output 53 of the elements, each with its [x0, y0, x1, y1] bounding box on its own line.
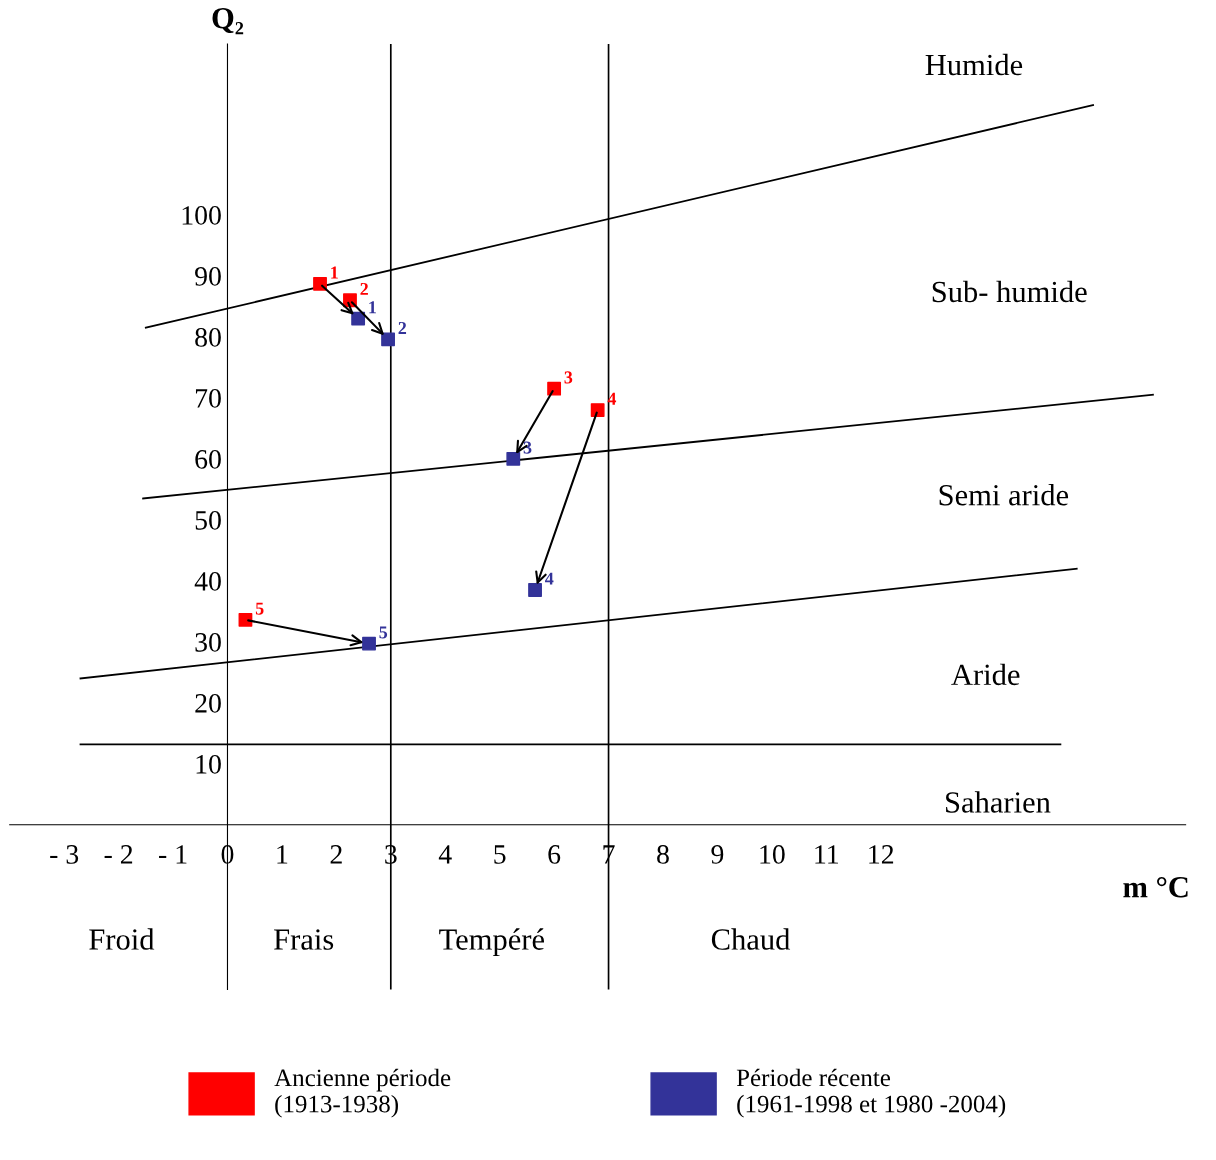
x-tick-label: 4 — [438, 845, 452, 864]
x-tick-label: 12 — [869, 845, 894, 864]
annotation: 3 — [564, 371, 573, 384]
y-tick-label: 30 — [195, 632, 221, 652]
x-tick-label: - 2 — [104, 845, 133, 864]
y-tick-label: 70 — [195, 389, 221, 408]
annotation: 2 — [360, 282, 368, 295]
y-tick-label: 60 — [195, 450, 221, 469]
annotation: 3 — [523, 441, 532, 454]
x-tick-label: 1 — [277, 845, 288, 864]
point — [381, 332, 395, 347]
x-tick-label: 11 — [815, 845, 839, 864]
annotation: Froid — [89, 928, 155, 950]
x-tick-label: 10 — [760, 845, 785, 864]
y-axis-title: Q₂ — [212, 7, 244, 35]
annotation: Tempéré — [439, 928, 544, 957]
point — [547, 381, 562, 396]
annotation: 2 — [398, 321, 407, 334]
annotation: 5 — [255, 602, 264, 615]
annotation: Semi aride — [939, 484, 1069, 506]
annotation: Sub- humide — [932, 280, 1087, 303]
x-tick-label: 2 — [330, 845, 342, 864]
y-tick-label: 50 — [195, 511, 221, 530]
annotation: Saharien — [946, 791, 1051, 813]
y-tick-label: 100 — [182, 206, 221, 225]
annotation: Frais — [274, 929, 334, 950]
x-tick-label: 6 — [548, 845, 561, 864]
point — [238, 612, 253, 627]
annotation: 1 — [369, 301, 376, 314]
legend-label: Période récente (1961-1998 et 1980 -2004) — [736, 1068, 1006, 1118]
x-tick-label: 5 — [494, 845, 506, 864]
point — [590, 403, 605, 417]
annotation: Aride — [951, 663, 1020, 686]
x-tick-label: 8 — [657, 845, 669, 864]
legend-label: Ancienne période (1913-1938) — [274, 1068, 451, 1118]
annotation: Humide — [925, 53, 1023, 76]
x-axis-title: m °C — [1123, 876, 1188, 898]
annotation: 4 — [545, 572, 554, 585]
y-tick-label: 20 — [195, 693, 221, 713]
x-tick-label: 9 — [711, 845, 724, 864]
point — [362, 636, 376, 651]
point — [506, 451, 521, 466]
y-tick-label: 80 — [195, 328, 221, 347]
annotation: Chaud — [711, 928, 791, 950]
annotation: 1 — [331, 266, 338, 279]
point — [528, 583, 542, 597]
x-tick-label: - 1 — [159, 845, 187, 864]
y-tick-label: 10 — [196, 754, 221, 774]
y-tick-label: 90 — [195, 267, 221, 286]
x-tick-label: - 3 — [50, 845, 79, 864]
point — [313, 276, 327, 291]
y-tick-label: 40 — [194, 571, 221, 591]
annotation: 5 — [379, 626, 388, 639]
